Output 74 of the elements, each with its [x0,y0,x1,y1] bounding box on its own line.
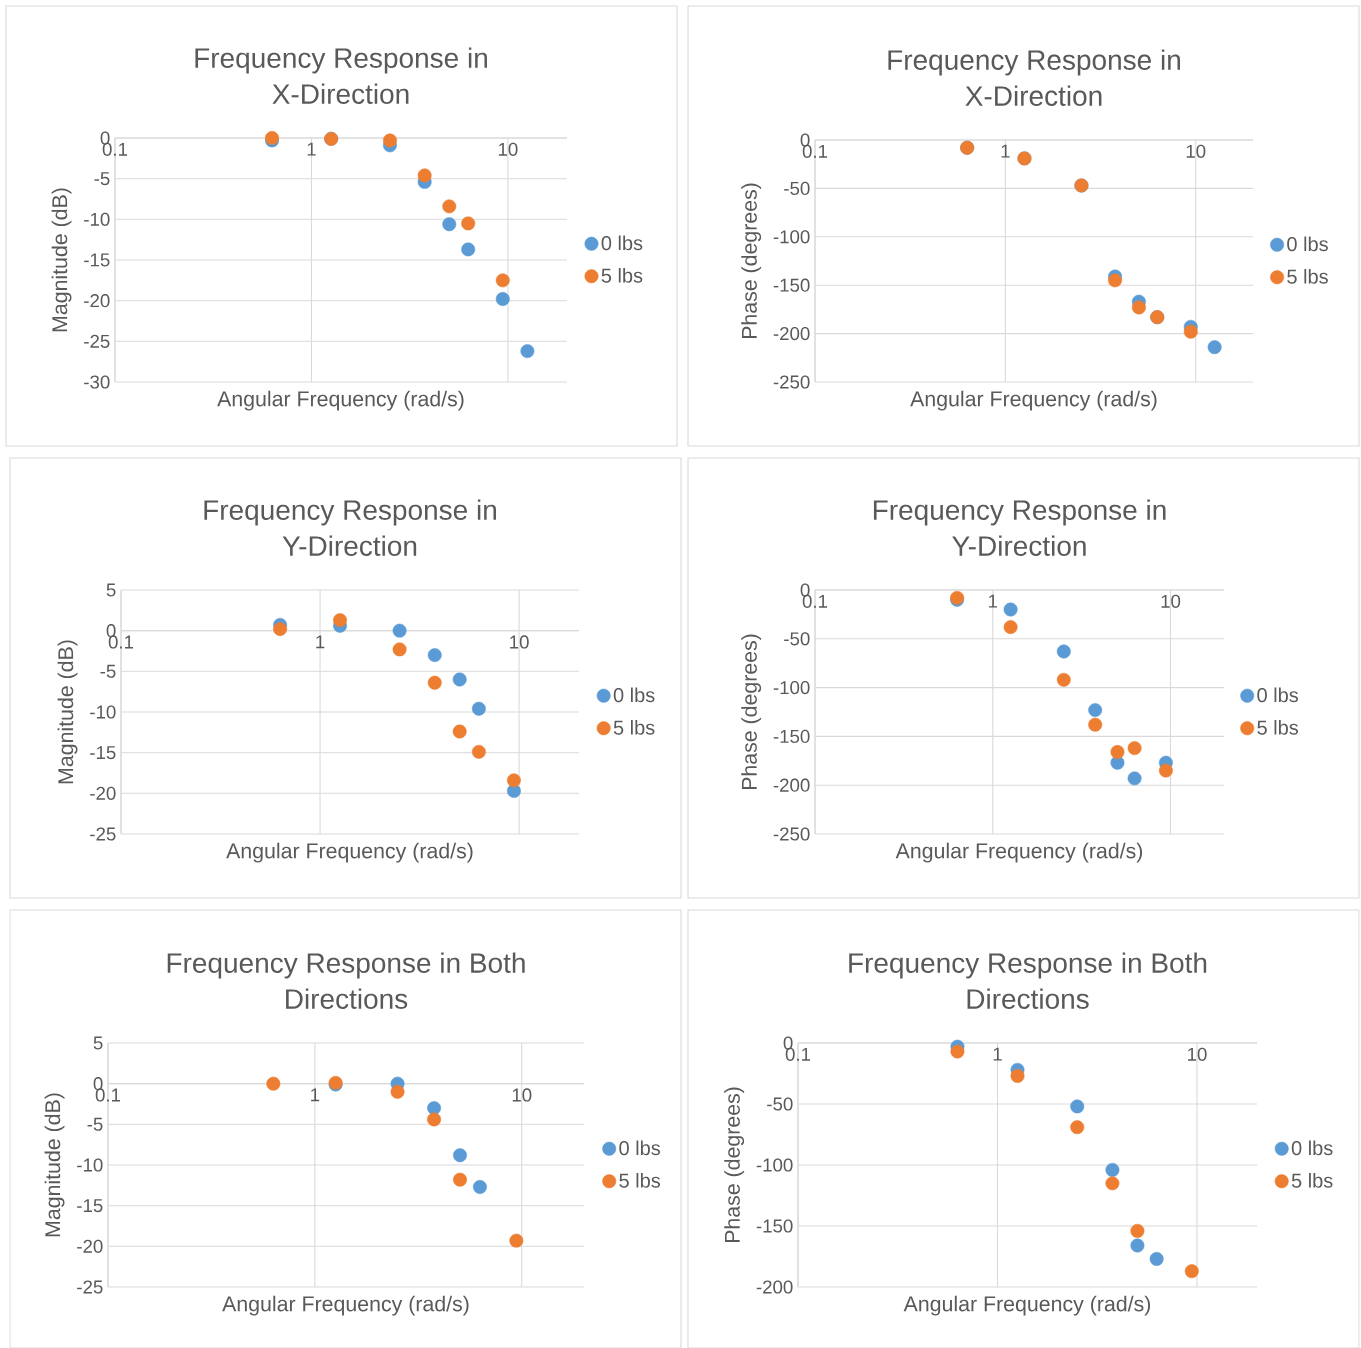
x-axis-title: Angular Frequency (rad/s) [226,842,473,863]
legend-label: 5 lbs [1291,1173,1333,1188]
y-tick-label: -100 [773,680,810,695]
y-axis-title: Phase (degrees) [724,1087,745,1243]
y-axis-title: Magnitude (dB) [44,1093,65,1237]
legend-label: 0 lbs [1257,687,1299,703]
legend-label: 0 lbs [601,235,643,251]
y-tick-label: -150 [773,729,810,744]
legend-label: 5 lbs [613,720,655,735]
y-axis-title: Magnitude (dB) [57,640,78,784]
legend-label: 0 lbs [619,1140,661,1156]
y-tick-label: -25 [90,827,116,841]
chart-title: Frequency Response in Both Directions [167,952,525,1009]
legend-label: 5 lbs [1257,720,1299,735]
x-axis-title: Angular Frequency (rad/s) [217,390,464,411]
y-tick-label: -50 [784,632,810,646]
x-tick-label: 10 [1186,144,1206,158]
chart-title: Frequency Response in Y-Direction [873,499,1166,556]
x-axis-title: Angular Frequency (rad/s) [895,842,1143,863]
chart-title: Frequency Response in X-Direction [195,47,487,104]
chart-title: Frequency Response in X-Direction [888,49,1180,106]
y-tick-label: -250 [773,375,810,389]
y-tick-label: -50 [767,1097,793,1111]
x-tick-label: 1 [316,635,325,649]
y-tick-label: -200 [756,1280,793,1294]
y-tick-label: -200 [773,778,810,792]
x-tick-label: 10 [1188,1047,1207,1061]
y-tick-label: -15 [77,1199,103,1213]
y-tick-label: -5 [87,1117,103,1131]
y-tick-label: -5 [100,664,116,678]
y-tick-label: -15 [90,746,116,760]
legend-label: 0 lbs [1291,1140,1333,1156]
y-axis-title: Phase (degrees) [741,183,762,339]
legend-label: 5 lbs [601,268,643,283]
y-tick-label: -25 [84,334,110,348]
y-tick-label: -100 [773,230,810,244]
y-tick-label: -200 [773,326,810,341]
x-axis-title: Angular Frequency (rad/s) [903,1295,1151,1316]
y-tick-label: -250 [773,827,810,841]
x-axis-title: Angular Frequency (rad/s) [222,1295,469,1316]
y-tick-label: -15 [84,253,110,267]
y-tick-label: -150 [756,1219,793,1233]
y-axis-title: Phase (degrees) [741,634,762,790]
legend-label: 5 lbs [1287,269,1328,284]
y-tick-label: -5 [94,172,110,186]
x-tick-label: 1 [1001,144,1010,158]
y-tick-label: -20 [84,294,110,308]
legend-label: 0 lbs [1287,236,1328,252]
legend-label: 5 lbs [619,1173,661,1188]
y-tick-label: -10 [77,1158,103,1172]
y-tick-label: -50 [784,181,810,196]
chart-title: Frequency Response in Both Directions [849,952,1207,1009]
x-tick-label: 10 [512,1088,532,1102]
y-tick-label: -20 [77,1239,103,1253]
x-tick-label: 1 [993,1047,1002,1061]
y-tick-label: 5 [93,1036,103,1050]
y-axis-title: Magnitude (dB) [51,188,72,332]
x-tick-label: 10 [498,142,518,156]
x-tick-label: 10 [1161,594,1181,608]
y-tick-label: -30 [84,375,110,389]
x-axis-title: Angular Frequency (rad/s) [910,390,1157,411]
y-tick-label: -10 [84,212,110,226]
y-tick-label: -25 [77,1280,103,1294]
x-tick-label: 10 [510,635,529,649]
x-tick-label: 1 [307,142,316,156]
x-tick-label: 1 [988,594,998,608]
y-tick-label: -20 [90,786,116,800]
legend-label: 0 lbs [613,687,655,703]
y-tick-label: 5 [106,583,116,597]
y-tick-label: -150 [773,278,810,292]
y-tick-label: -100 [756,1158,793,1172]
chart-title: Frequency Response in Y-Direction [204,499,496,556]
y-tick-label: -10 [90,705,116,719]
x-tick-label: 1 [311,1088,320,1102]
